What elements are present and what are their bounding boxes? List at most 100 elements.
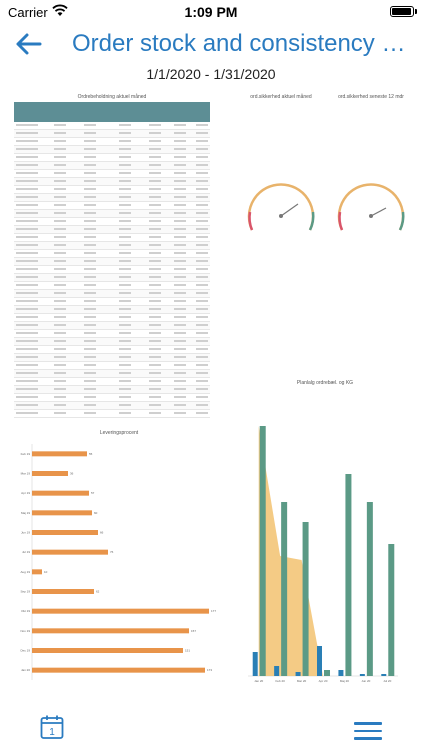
table-row	[14, 322, 210, 330]
combo-chart-title: Planlalg ordrebæl. og KG	[296, 380, 354, 386]
table-row	[14, 378, 210, 386]
bar-10	[32, 648, 183, 653]
table-row	[14, 338, 210, 346]
bar-value-label: 151	[185, 649, 190, 653]
tab-bar: 1	[0, 708, 422, 750]
combo-category-label: Apr 20	[319, 679, 328, 683]
combo-category-label: Jul 20	[383, 679, 391, 683]
battery-icon	[390, 6, 417, 17]
bar-value-label: 57	[91, 491, 95, 495]
table-row	[14, 394, 210, 402]
status-time: 1:09 PM	[184, 4, 238, 20]
table-row	[14, 122, 210, 130]
table-header	[14, 102, 210, 122]
bar-series-b-0	[252, 652, 258, 676]
delivery-percentage-chart: Leveringsprocent Feb 19 55 Mar 19 36 Apr 19 5…	[14, 430, 224, 705]
table-row	[14, 234, 210, 242]
table-title: Ordrebeholdning aktuel måned	[77, 94, 147, 100]
calendar-icon[interactable]: 1	[40, 714, 64, 740]
bar-5	[32, 549, 108, 555]
table-body	[14, 122, 210, 418]
combo-category-label: Jan 20	[254, 679, 263, 683]
combo-category-label: Maj 20	[340, 679, 349, 683]
table-row	[14, 138, 210, 146]
order-stock-table: Ordrebeholdning aktuel måned	[14, 94, 210, 418]
table-row	[14, 130, 210, 138]
bar-series-b-6	[381, 674, 387, 676]
bar-series-a-2	[302, 522, 309, 676]
table-row	[14, 202, 210, 210]
combo-category-label: Jun 20	[361, 679, 370, 683]
combo-category-label: Mar 20	[297, 679, 307, 683]
gauge-right	[337, 183, 405, 231]
gauge-right-title: ord.sikkerhed seneste 12 mdr	[338, 94, 404, 100]
table-row	[14, 186, 210, 194]
bar-category-label: Jun 19	[21, 531, 30, 535]
bar-category-label: Mar 19	[21, 472, 31, 476]
table-row	[14, 370, 210, 378]
bar-series-b-5	[359, 674, 365, 676]
bar-category-label: Dec 19	[20, 649, 30, 653]
table-row	[14, 210, 210, 218]
bar-series-a-4	[345, 474, 352, 676]
table-row	[14, 298, 210, 306]
bar-series-b-3	[317, 646, 322, 676]
table-row	[14, 194, 210, 202]
bar-category-label: Jul 19	[22, 550, 30, 554]
table-row	[14, 330, 210, 338]
table-row	[14, 250, 210, 258]
table-row	[14, 162, 210, 170]
bar-value-label: 76	[110, 550, 114, 554]
svg-text:1: 1	[49, 727, 55, 738]
gauge-right-panel: ord.sikkerhed seneste 12 mdr	[330, 94, 412, 259]
combo-category-label: Feb 20	[275, 679, 285, 683]
bar-value-label: 10	[44, 570, 48, 574]
bar-category-label: Okt 19	[21, 609, 30, 613]
table-row	[14, 354, 210, 362]
bar-6	[32, 569, 42, 575]
carrier-label: Carrier	[8, 5, 48, 20]
table-row	[14, 218, 210, 226]
table-row	[14, 386, 210, 394]
bar-chart-svg: Feb 19 55 Mar 19 36 Apr 19 57 Maj 19 60 Jun 19 66…	[20, 444, 216, 680]
table-row	[14, 242, 210, 250]
bar-value-label: 62	[96, 590, 100, 594]
bar-series-a-1	[281, 502, 288, 676]
table-row	[14, 346, 210, 354]
bar-category-label: Sep 19	[20, 590, 30, 594]
table-row	[14, 314, 210, 322]
arrow-left-icon[interactable]	[14, 30, 44, 58]
bar-category-label: Jan 20	[21, 668, 30, 672]
bar-chart-title: Leveringsprocent	[99, 430, 139, 436]
bar-1	[32, 471, 68, 476]
bar-series-a-3	[324, 670, 330, 676]
table-row	[14, 362, 210, 370]
bar-8	[32, 608, 209, 614]
hamburger-menu-icon[interactable]	[354, 722, 382, 740]
report-view[interactable]: Ordrebeholdning aktuel måned ord.sikkerh…	[0, 88, 422, 708]
table-row	[14, 266, 210, 274]
bar-value-label: 55	[89, 452, 93, 456]
bar-series-b-2	[295, 672, 301, 676]
bar-7	[32, 589, 94, 594]
date-range: 1/1/2020 - 1/31/2020	[146, 66, 276, 82]
table-row	[14, 178, 210, 186]
page-title: Order stock and consistency of s…	[72, 30, 412, 57]
bar-series-a-0	[259, 426, 266, 676]
table-row	[14, 402, 210, 410]
table-row	[14, 258, 210, 266]
bar-series-b-4	[338, 670, 344, 676]
table-row	[14, 226, 210, 234]
status-bar: Carrier 1:09 PM	[0, 0, 422, 26]
bar-value-label: 177	[211, 609, 216, 613]
wifi-icon	[52, 4, 68, 16]
bar-category-label: Feb 19	[21, 452, 31, 456]
bar-3	[32, 510, 92, 516]
gauge-left	[247, 183, 315, 231]
table-row	[14, 170, 210, 178]
gauge-left-panel: ord.sikkerhed aktuel måned	[240, 94, 322, 259]
bar-value-label: 36	[70, 472, 74, 476]
gauge-left-title: ord.sikkerhed aktuel måned	[250, 94, 312, 100]
bar-11	[32, 667, 205, 673]
bar-2	[32, 490, 89, 496]
